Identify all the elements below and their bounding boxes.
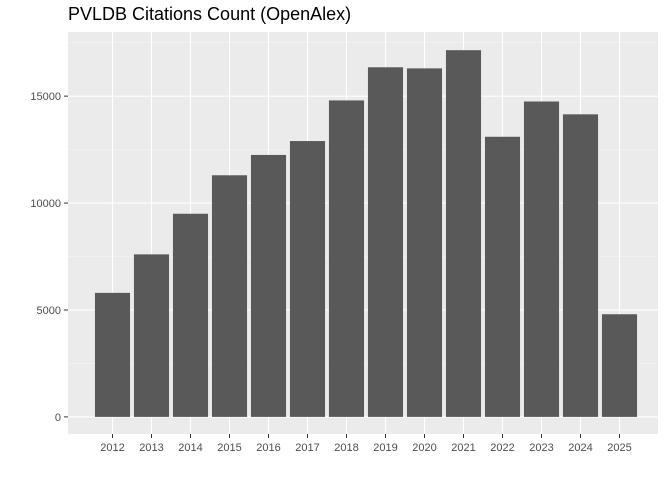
x-tick-label: 2022: [490, 442, 514, 454]
y-tick-label: 5000: [37, 305, 61, 317]
bar-2017: [289, 141, 326, 417]
y-axis: 0 5000 10000 15000: [30, 91, 68, 424]
y-tick-label: 15000: [30, 91, 61, 103]
bar-2020: [406, 68, 443, 417]
x-tick-label: 2013: [139, 442, 163, 454]
chart-title: PVLDB Citations Count (OpenAlex): [68, 4, 352, 24]
bar-2023: [523, 101, 560, 417]
x-axis: 2012 2013 2014 2015 2016 2017 2018 2019 2020 2021…: [100, 434, 632, 454]
x-tick-label: 2017: [295, 442, 319, 454]
bar-2022: [484, 136, 521, 417]
x-tick-label: 2023: [529, 442, 553, 454]
x-tick-label: 2012: [100, 442, 124, 454]
bar-2015: [211, 175, 248, 417]
x-tick-label: 2018: [334, 442, 358, 454]
bar-2021: [445, 50, 482, 417]
x-tick-label: 2019: [373, 442, 397, 454]
bar-2019: [367, 67, 404, 417]
x-tick-label: 2024: [568, 442, 592, 454]
y-tick-label: 10000: [30, 198, 61, 210]
bar-2013: [133, 254, 170, 417]
x-tick-label: 2021: [451, 442, 475, 454]
bar-2012: [94, 292, 131, 417]
bar-2025: [601, 314, 638, 417]
y-tick-label: 0: [55, 412, 61, 424]
bars: [94, 50, 638, 417]
bar-2014: [172, 213, 209, 417]
x-tick-label: 2016: [256, 442, 280, 454]
bar-2018: [328, 100, 365, 417]
x-tick-label: 2014: [178, 442, 202, 454]
bar-2016: [250, 154, 287, 417]
x-tick-label: 2015: [217, 442, 241, 454]
bar-2024: [562, 114, 599, 417]
x-tick-label: 2020: [412, 442, 436, 454]
x-tick-label: 2025: [607, 442, 631, 454]
